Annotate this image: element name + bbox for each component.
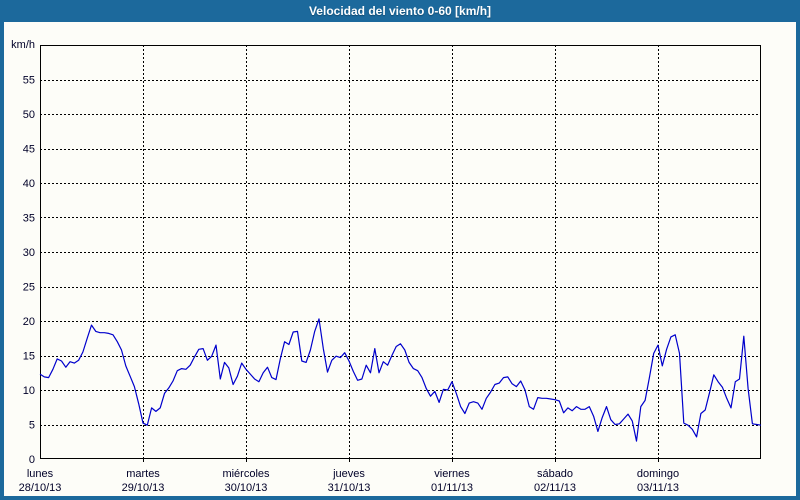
x-axis-date-label: 02/11/13 (534, 482, 576, 494)
x-axis-day-label: domingo (637, 468, 679, 480)
window-title: Velocidad del viento 0-60 [km/h] (0, 0, 800, 22)
y-axis-tick-label: 45 (23, 144, 35, 156)
y-axis-tick-label: 20 (23, 316, 35, 328)
x-axis-date-label: 29/10/13 (122, 482, 165, 494)
x-axis-date-label: 28/10/13 (19, 482, 62, 494)
x-axis-day-label: lunes (27, 468, 54, 480)
wind-speed-series-line (39, 318, 762, 442)
y-axis-tick-label: 35 (23, 213, 35, 225)
x-axis-date-label: 01/11/13 (431, 482, 473, 494)
x-axis-day-label: sábado (537, 468, 573, 480)
x-axis-date-label: 31/10/13 (328, 482, 371, 494)
y-axis-tick-label: 25 (23, 282, 35, 294)
y-axis-tick-label: 15 (23, 351, 35, 363)
y-axis-tick-label: 50 (23, 109, 35, 121)
y-axis-tick-label: 40 (23, 178, 35, 190)
plot-border (40, 45, 761, 459)
x-axis-day-label: jueves (332, 468, 365, 480)
y-axis-unit-label: km/h (11, 39, 35, 51)
y-axis-tick-label: 5 (29, 420, 35, 432)
y-axis-tick-label: 10 (23, 385, 35, 397)
x-axis-date-label: 03/11/13 (637, 482, 679, 494)
x-axis-day-label: viernes (434, 468, 470, 480)
x-axis-day-label: miércoles (222, 468, 270, 480)
y-axis-tick-label: 0 (29, 454, 35, 466)
x-axis-date-label: 30/10/13 (225, 482, 268, 494)
chart-background (4, 22, 796, 496)
y-axis-tick-label: 30 (23, 247, 35, 259)
x-axis-day-label: martes (126, 468, 160, 480)
y-axis-tick-label: 55 (23, 75, 35, 87)
